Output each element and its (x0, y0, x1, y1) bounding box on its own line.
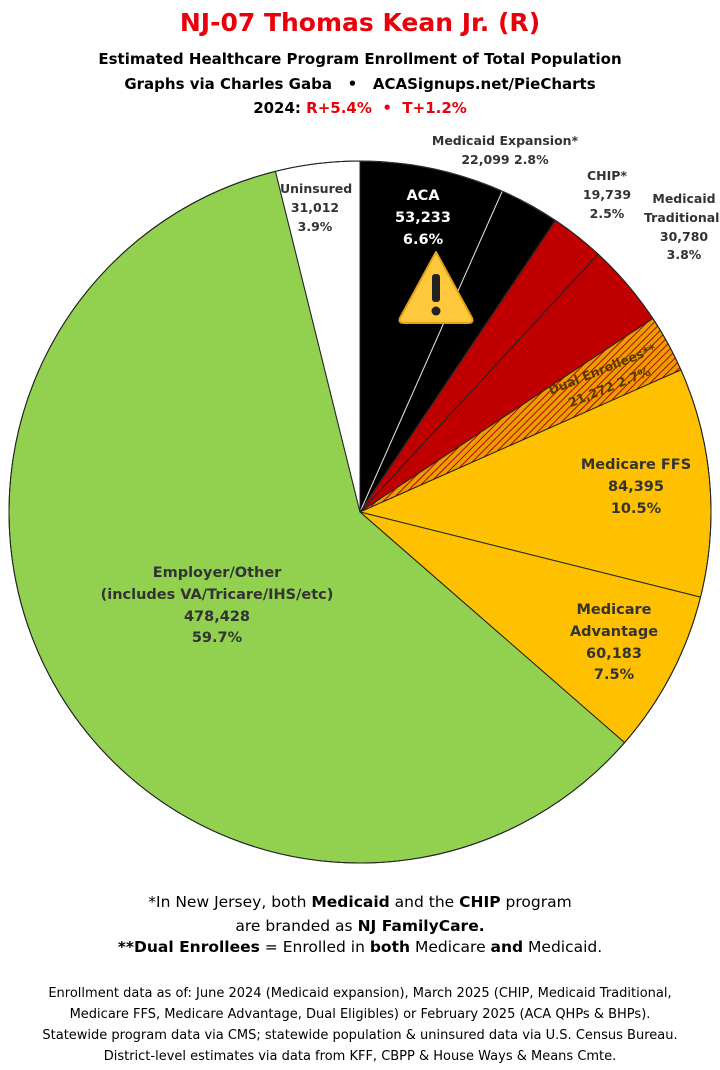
r-margin: R+5.4% (306, 99, 372, 117)
footnote-text: **Dual Enrollees (117, 938, 260, 956)
t-margin: T+1.2% (402, 99, 467, 117)
data-label: Medicare Advantage 60,183 7.5% (554, 600, 674, 687)
data-label: Uninsured 31,012 3.9% (280, 180, 353, 236)
source-note: District-level estimates via data from K… (103, 1049, 617, 1064)
subtitle: Estimated Healthcare Program Enrollment … (98, 50, 622, 68)
percent-label: 7.5% (593, 667, 635, 684)
percent-label: 10.5% (610, 500, 662, 517)
source-note: Enrollment data as of: June 2024 (Medica… (48, 986, 672, 1001)
election: 2024: R+5.4% • T+1.2% (0, 99, 720, 117)
value-label: 19,739 (582, 186, 632, 202)
percent-label: 3.8% (666, 247, 702, 263)
chart-title: NJ-07 Thomas Kean Jr. (R) (179, 8, 541, 37)
footnote: are branded as NJ FamilyCare. (0, 915, 720, 937)
data-label: Medicare FFS 84,395 10.5% (576, 455, 696, 520)
value-label: 53,233 (395, 209, 451, 226)
footnote-text: *In New Jersey, both (148, 893, 312, 911)
category-label: Medicaid Expansion* (431, 133, 579, 148)
value-label: 60,183 (586, 645, 642, 662)
credit-left: Graphs via Charles Gaba (124, 75, 332, 93)
footnote-text: NJ FamilyCare. (357, 917, 485, 935)
category-label: ACA (406, 188, 440, 204)
category-label: Medicare FFS (580, 457, 692, 473)
value-label: 478,428 (183, 608, 251, 625)
footnote-text: both (369, 938, 411, 956)
data-label: Medicaid Traditional* 30,780 3.8% (644, 190, 720, 265)
footnote-text: Medicare (410, 938, 491, 956)
footnote-text: Medicaid. (523, 938, 603, 956)
value-line: 22,099 2.8% (420, 151, 590, 170)
credit-right: ACASignups.net/PieCharts (372, 75, 596, 93)
warning-icon (398, 251, 474, 324)
footnote-text: CHIP (459, 893, 501, 911)
value-label: 84,395 (608, 478, 664, 495)
percent-label: 2.5% (589, 205, 625, 221)
footnote-text: and the (389, 893, 460, 911)
category-note: (includes VA/Tricare/IHS/etc) (100, 586, 334, 603)
percent-label: 3.9% (297, 218, 333, 234)
percent-label: 6.6% (402, 231, 444, 248)
value-label: 30,780 (659, 228, 709, 244)
footnote: **Dual Enrollees = Enrolled in both Medi… (0, 936, 720, 958)
footnote-text: = Enrolled in (259, 938, 370, 956)
election-label: 2024: (253, 99, 301, 117)
footnote-text: program (500, 893, 572, 911)
source-note: Medicare FFS, Medicare Advantage, Dual E… (69, 1007, 651, 1022)
category-label: Uninsured (280, 181, 353, 196)
value-label: 31,012 (290, 199, 340, 215)
footnote-text: Medicaid (311, 893, 390, 911)
category-label: Medicaid Traditional* (644, 191, 720, 225)
value-label: 22,099 (461, 151, 510, 167)
data-label: Medicaid Expansion* 22,099 2.8% (420, 132, 590, 170)
pie-outline (8, 160, 712, 864)
credit: Graphs via Charles Gaba • ACASignups.net… (0, 75, 720, 93)
percent-label: 2.8% (513, 151, 549, 167)
category-label: Employer/Other (152, 565, 282, 581)
category-label: CHIP* (587, 168, 627, 183)
source-note: Statewide program data via CMS; statewid… (42, 1028, 678, 1043)
percent-label: 59.7% (191, 630, 243, 647)
data-label: Employer/Other (includes VA/Tricare/IHS/e… (87, 563, 347, 650)
footnote-text: are branded as (235, 917, 358, 935)
separator: • (347, 75, 358, 93)
separator: • (382, 99, 392, 117)
data-label: ACA 53,233 6.6% (378, 186, 468, 251)
data-label: CHIP* 19,739 2.5% (577, 167, 637, 223)
category-label: Medicare Advantage (569, 602, 659, 640)
footnote: *In New Jersey, both Medicaid and the CH… (0, 891, 720, 913)
footnote-text: and (490, 938, 524, 956)
